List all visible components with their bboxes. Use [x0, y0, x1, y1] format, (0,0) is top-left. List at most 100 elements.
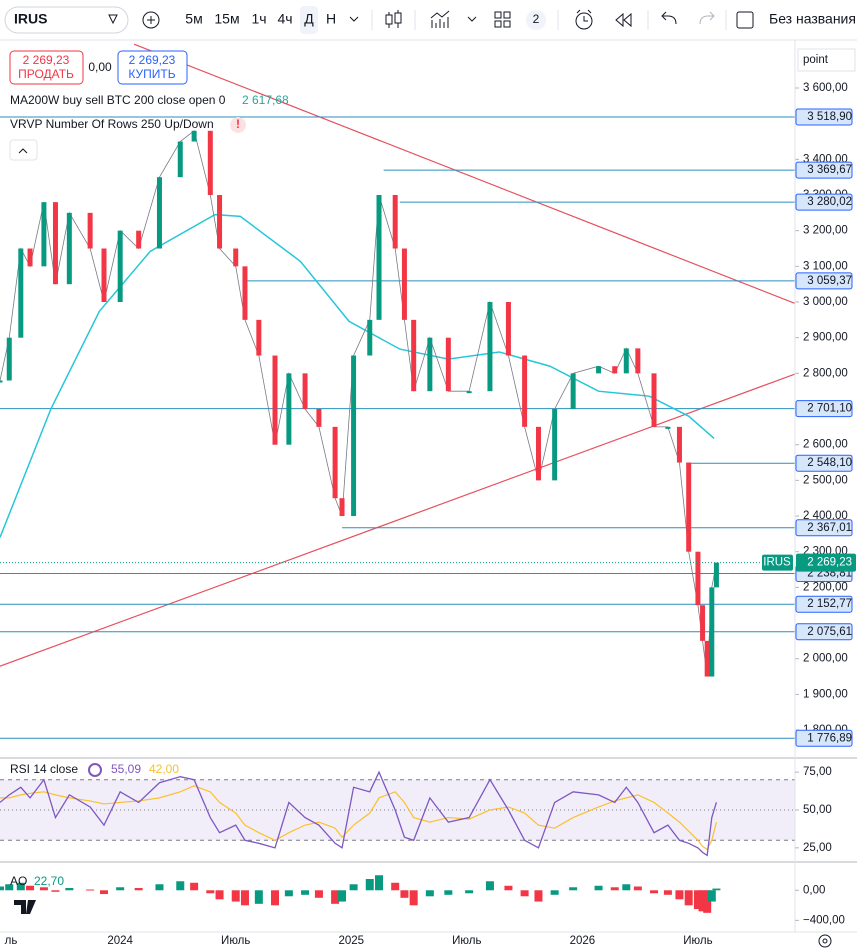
rsi-icon[interactable]: [88, 763, 102, 777]
candle: [52, 202, 58, 285]
axes: 3 600,003 400,003 300,003 200,003 100,00…: [0, 40, 857, 947]
candle: [709, 587, 715, 677]
buy-price[interactable]: 2 269,23: [129, 53, 176, 67]
ao-bar: [409, 890, 418, 906]
candle: [676, 426, 682, 463]
interval[interactable]: 4ч: [277, 11, 292, 27]
interval[interactable]: 5м: [185, 11, 202, 27]
x-tick-label: 2025: [338, 935, 364, 947]
y-tick-label: 3 200,00: [803, 225, 848, 237]
candle: [522, 355, 528, 427]
tv-logo[interactable]: [14, 900, 36, 914]
x-tick-label: 2026: [570, 935, 596, 947]
add-compare[interactable]: [142, 11, 160, 29]
trend-line: [133, 43, 796, 305]
buy-button[interactable]: [117, 50, 188, 85]
ao-bar: [675, 890, 684, 900]
level-label-box: [795, 272, 853, 290]
candle: [6, 337, 12, 381]
y-tick-label: 1 900,00: [803, 688, 848, 700]
candle: [612, 366, 618, 374]
indicators-menu[interactable]: [467, 16, 477, 22]
sell-label[interactable]: ПРОДАТЬ: [18, 67, 74, 81]
ao-bar: [215, 890, 224, 900]
level-label-box: [795, 108, 853, 126]
layouts-icon[interactable]: [494, 11, 511, 28]
candle: [445, 337, 451, 392]
sell-button[interactable]: [9, 50, 84, 85]
add-compare-plus: [147, 16, 155, 24]
level-label: 3 518,90: [807, 111, 852, 123]
candle: [552, 409, 558, 481]
settings[interactable]: [818, 934, 832, 948]
candle: [66, 212, 72, 285]
intervals: 5м 15м 1ч 4ч Д Н: [185, 11, 336, 27]
candle: [316, 409, 322, 427]
candle: [136, 230, 142, 249]
ao-bar: [375, 875, 384, 891]
ao-bar: [707, 890, 716, 902]
ao-bar: [51, 890, 60, 892]
ao-bar: [425, 890, 434, 897]
ao-bar: [534, 890, 543, 902]
ao-bar: [400, 890, 409, 898]
candle: [505, 302, 511, 356]
candle: [0, 380, 3, 383]
undo[interactable]: [661, 11, 677, 25]
rsi-band: [0, 779, 795, 841]
main-pane: [0, 43, 796, 739]
ao-bar: [712, 888, 721, 891]
level-label-box: [795, 623, 853, 641]
y-tick-label: 2 500,00: [803, 474, 848, 486]
candle: [665, 426, 671, 429]
interval-menu[interactable]: [349, 16, 359, 22]
interval[interactable]: 1ч: [251, 11, 266, 27]
y-tick-label: 2 900,00: [803, 332, 848, 344]
y-tick-label: 3 600,00: [803, 82, 848, 94]
candle: [156, 177, 162, 249]
ao-bar: [693, 890, 702, 910]
rsi-value: 55,09: [111, 762, 141, 776]
candle: [686, 462, 692, 552]
ao-bar: [698, 890, 707, 912]
candle: [18, 248, 24, 338]
interval[interactable]: Н: [326, 11, 336, 27]
interval-active: [300, 6, 318, 34]
layouts-badge-bg: [526, 10, 546, 30]
ao-bar: [703, 890, 712, 913]
candle: [272, 355, 278, 445]
layout-name[interactable]: Без названия: [769, 11, 856, 27]
ao-bar: [5, 884, 14, 891]
candle: [704, 640, 710, 677]
ao-bar: [134, 888, 143, 891]
ao-bar: [176, 881, 185, 891]
indicators-icon[interactable]: [430, 10, 450, 28]
level-label-box: [795, 161, 853, 179]
vrvp-warning[interactable]: !: [236, 117, 240, 131]
level-label: 3 059,37: [807, 275, 852, 287]
redo[interactable]: [699, 11, 715, 25]
candle: [401, 248, 407, 320]
ma-line: [0, 213, 715, 538]
symbol-icon[interactable]: [108, 14, 118, 25]
candle: [207, 130, 213, 196]
candle: [87, 212, 93, 249]
last-price-box: [796, 553, 856, 572]
trend-line: [0, 373, 796, 667]
interval[interactable]: 15м: [214, 11, 239, 27]
interval[interactable]: Д: [304, 11, 314, 27]
level-label: 2 548,10: [807, 457, 852, 469]
sell-price[interactable]: 2 269,23: [23, 53, 70, 67]
ma-title: MA200W buy sell BTC 200 close open 0: [10, 93, 226, 107]
buy-label[interactable]: КУПИТЬ: [128, 67, 175, 81]
replay-icon[interactable]: [615, 12, 632, 28]
candle: [217, 195, 223, 249]
alert-icon[interactable]: [575, 12, 593, 30]
layout-checkbox[interactable]: [736, 11, 754, 29]
ao-pane: AO 22,70: [0, 861, 857, 913]
ao-bar: [26, 885, 35, 891]
ao-bar: [622, 884, 631, 891]
symbol[interactable]: IRUS: [14, 11, 47, 27]
symbol-search[interactable]: [4, 6, 129, 34]
